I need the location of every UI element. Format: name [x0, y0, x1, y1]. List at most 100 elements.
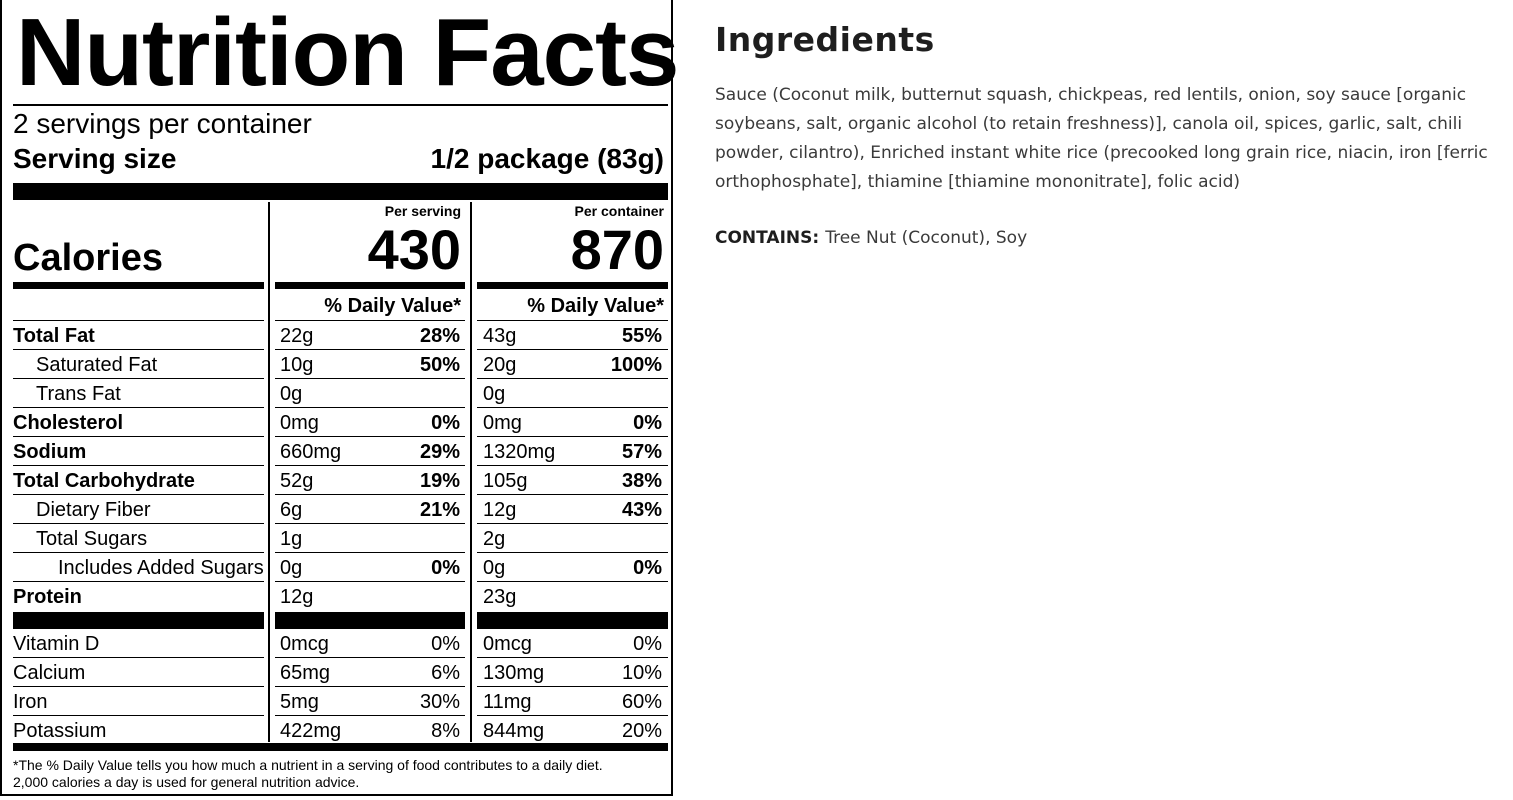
per-container-header: Per container	[574, 203, 664, 219]
nutrient-row: Total Sugars 1g 2g	[2, 524, 675, 553]
serving-amount: 10g	[280, 354, 314, 376]
row-rule	[13, 465, 264, 466]
row-rule	[13, 494, 264, 495]
serving-daily-value: 0%	[431, 557, 460, 579]
row-rule	[275, 349, 465, 350]
nutrient-name: Protein	[13, 586, 82, 608]
row-rule	[13, 320, 264, 321]
serving-amount: 22g	[280, 325, 314, 347]
medium-divider	[13, 743, 668, 751]
container-daily-value: 38%	[621, 470, 662, 492]
container-amount: 0g	[483, 383, 506, 405]
calories-label: Calories	[13, 237, 163, 279]
row-rule	[477, 349, 668, 350]
footnote-line: *The % Daily Value tells you how much a …	[13, 757, 603, 773]
container-daily-value: 60%	[621, 691, 662, 713]
row-rule	[275, 523, 465, 524]
nutrient-row: Dietary Fiber 6g 21% 12g 43%	[2, 495, 675, 524]
container-daily-value: 43%	[621, 499, 662, 521]
serving-daily-value: 28%	[419, 325, 460, 347]
row-rule	[275, 320, 465, 321]
row-rule	[477, 436, 668, 437]
nutrient-name: Trans Fat	[36, 383, 121, 405]
row-rule	[275, 657, 465, 658]
ingredients-text: Sauce (Coconut milk, butternut squash, c…	[715, 85, 1488, 192]
vitamin-row: Iron 5mg 30% 11mg 60%	[2, 687, 675, 716]
row-rule	[13, 657, 264, 658]
serving-daily-value: 30%	[419, 691, 460, 713]
row-rule	[477, 686, 668, 687]
serving-daily-value: 8%	[431, 720, 460, 742]
container-amount: 2g	[483, 528, 506, 550]
row-rule	[13, 378, 264, 379]
label-title: Nutrition Facts	[16, 0, 679, 106]
nutrient-name: Calcium	[13, 662, 86, 684]
row-rule	[275, 465, 465, 466]
calories-per-serving: 430	[367, 218, 461, 281]
nutrient-name: Sodium	[13, 441, 87, 463]
contains-label: CONTAINS:	[715, 228, 820, 248]
container-amount: 1320mg	[483, 441, 556, 463]
thick-divider	[13, 183, 668, 200]
nutrient-name: Total Sugars	[36, 528, 148, 550]
per-serving-header: Per serving	[384, 203, 461, 219]
container-daily-value: 0%	[633, 633, 662, 655]
row-rule	[477, 465, 668, 466]
row-rule	[275, 378, 465, 379]
nutrient-name: Vitamin D	[13, 633, 100, 655]
nutrient-row: Saturated Fat 10g 50% 20g 100%	[2, 350, 675, 379]
serving-daily-value: 21%	[419, 499, 460, 521]
nutrient-row: Includes Added Sugars 0g 0% 0g 0%	[2, 553, 675, 582]
container-daily-value: 55%	[621, 325, 662, 347]
row-rule	[13, 523, 264, 524]
row-rule	[13, 436, 264, 437]
nutrition-facts-label: Nutrition Facts 2 servings per container…	[0, 0, 679, 796]
ingredients-panel: Ingredients Sauce (Coconut milk, buttern…	[715, 18, 1505, 253]
medium-divider	[275, 282, 465, 289]
serving-amount: 1g	[280, 528, 303, 550]
serving-size-label: Serving size	[13, 143, 177, 174]
nutrient-row: Protein 12g 23g	[2, 582, 675, 611]
vitamin-row: Vitamin D 0mcg 0% 0mcg 0%	[2, 629, 675, 658]
column-separator	[470, 202, 472, 742]
nutrient-row: Sodium 660mg 29% 1320mg 57%	[2, 437, 675, 466]
serving-size-value: 1/2 package (83g)	[430, 143, 664, 174]
row-rule	[275, 552, 465, 553]
container-amount: 0mcg	[483, 633, 532, 655]
row-rule	[275, 407, 465, 408]
row-rule	[13, 715, 264, 716]
container-daily-value: 0%	[633, 412, 662, 434]
row-rule	[13, 349, 264, 350]
vitamin-row: Potassium 422mg 8% 844mg 20%	[2, 716, 675, 745]
nutrient-name: Dietary Fiber	[36, 499, 151, 521]
serving-amount: 0g	[280, 383, 303, 405]
serving-daily-value: 0%	[431, 412, 460, 434]
row-rule	[275, 581, 465, 582]
serving-amount: 65mg	[280, 662, 331, 684]
container-daily-value: 0%	[633, 557, 662, 579]
serving-amount: 6g	[280, 499, 303, 521]
serving-daily-value: 0%	[431, 633, 460, 655]
nutrient-name: Iron	[13, 691, 48, 713]
row-rule	[275, 686, 465, 687]
footnote-line: 2,000 calories a day is used for general…	[13, 774, 360, 790]
footnote: *The % Daily Value tells you how much a …	[13, 757, 603, 791]
daily-value-header-serving: % Daily Value*	[324, 295, 461, 317]
row-rule	[275, 715, 465, 716]
row-rule	[13, 552, 264, 553]
thick-divider	[477, 612, 668, 629]
container-amount: 0g	[483, 557, 506, 579]
contains-value: Tree Nut (Coconut), Soy	[825, 228, 1028, 248]
serving-amount: 0g	[280, 557, 303, 579]
row-rule	[477, 523, 668, 524]
nutrient-name: Cholesterol	[13, 412, 124, 434]
serving-daily-value: 50%	[419, 354, 460, 376]
container-amount: 105g	[483, 470, 528, 492]
container-daily-value: 10%	[621, 662, 662, 684]
nutrient-row: Trans Fat 0g 0g	[2, 379, 675, 408]
serving-amount: 0mcg	[280, 633, 329, 655]
medium-divider	[13, 282, 264, 289]
nutrient-name: Potassium	[13, 720, 107, 742]
row-rule	[477, 494, 668, 495]
serving-amount: 0mg	[280, 412, 319, 434]
